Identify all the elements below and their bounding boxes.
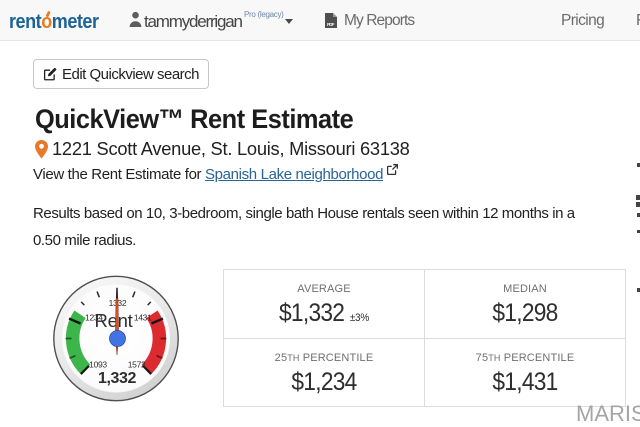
svg-text:1572: 1572 — [128, 359, 146, 369]
svg-text:1,332: 1,332 — [98, 370, 137, 387]
svg-text:Rent: Rent — [95, 310, 133, 331]
svg-text:1093: 1093 — [89, 359, 107, 369]
svg-text:1431: 1431 — [134, 312, 152, 322]
svg-text:PDF: PDF — [327, 22, 335, 27]
svg-text:1234: 1234 — [85, 312, 103, 322]
